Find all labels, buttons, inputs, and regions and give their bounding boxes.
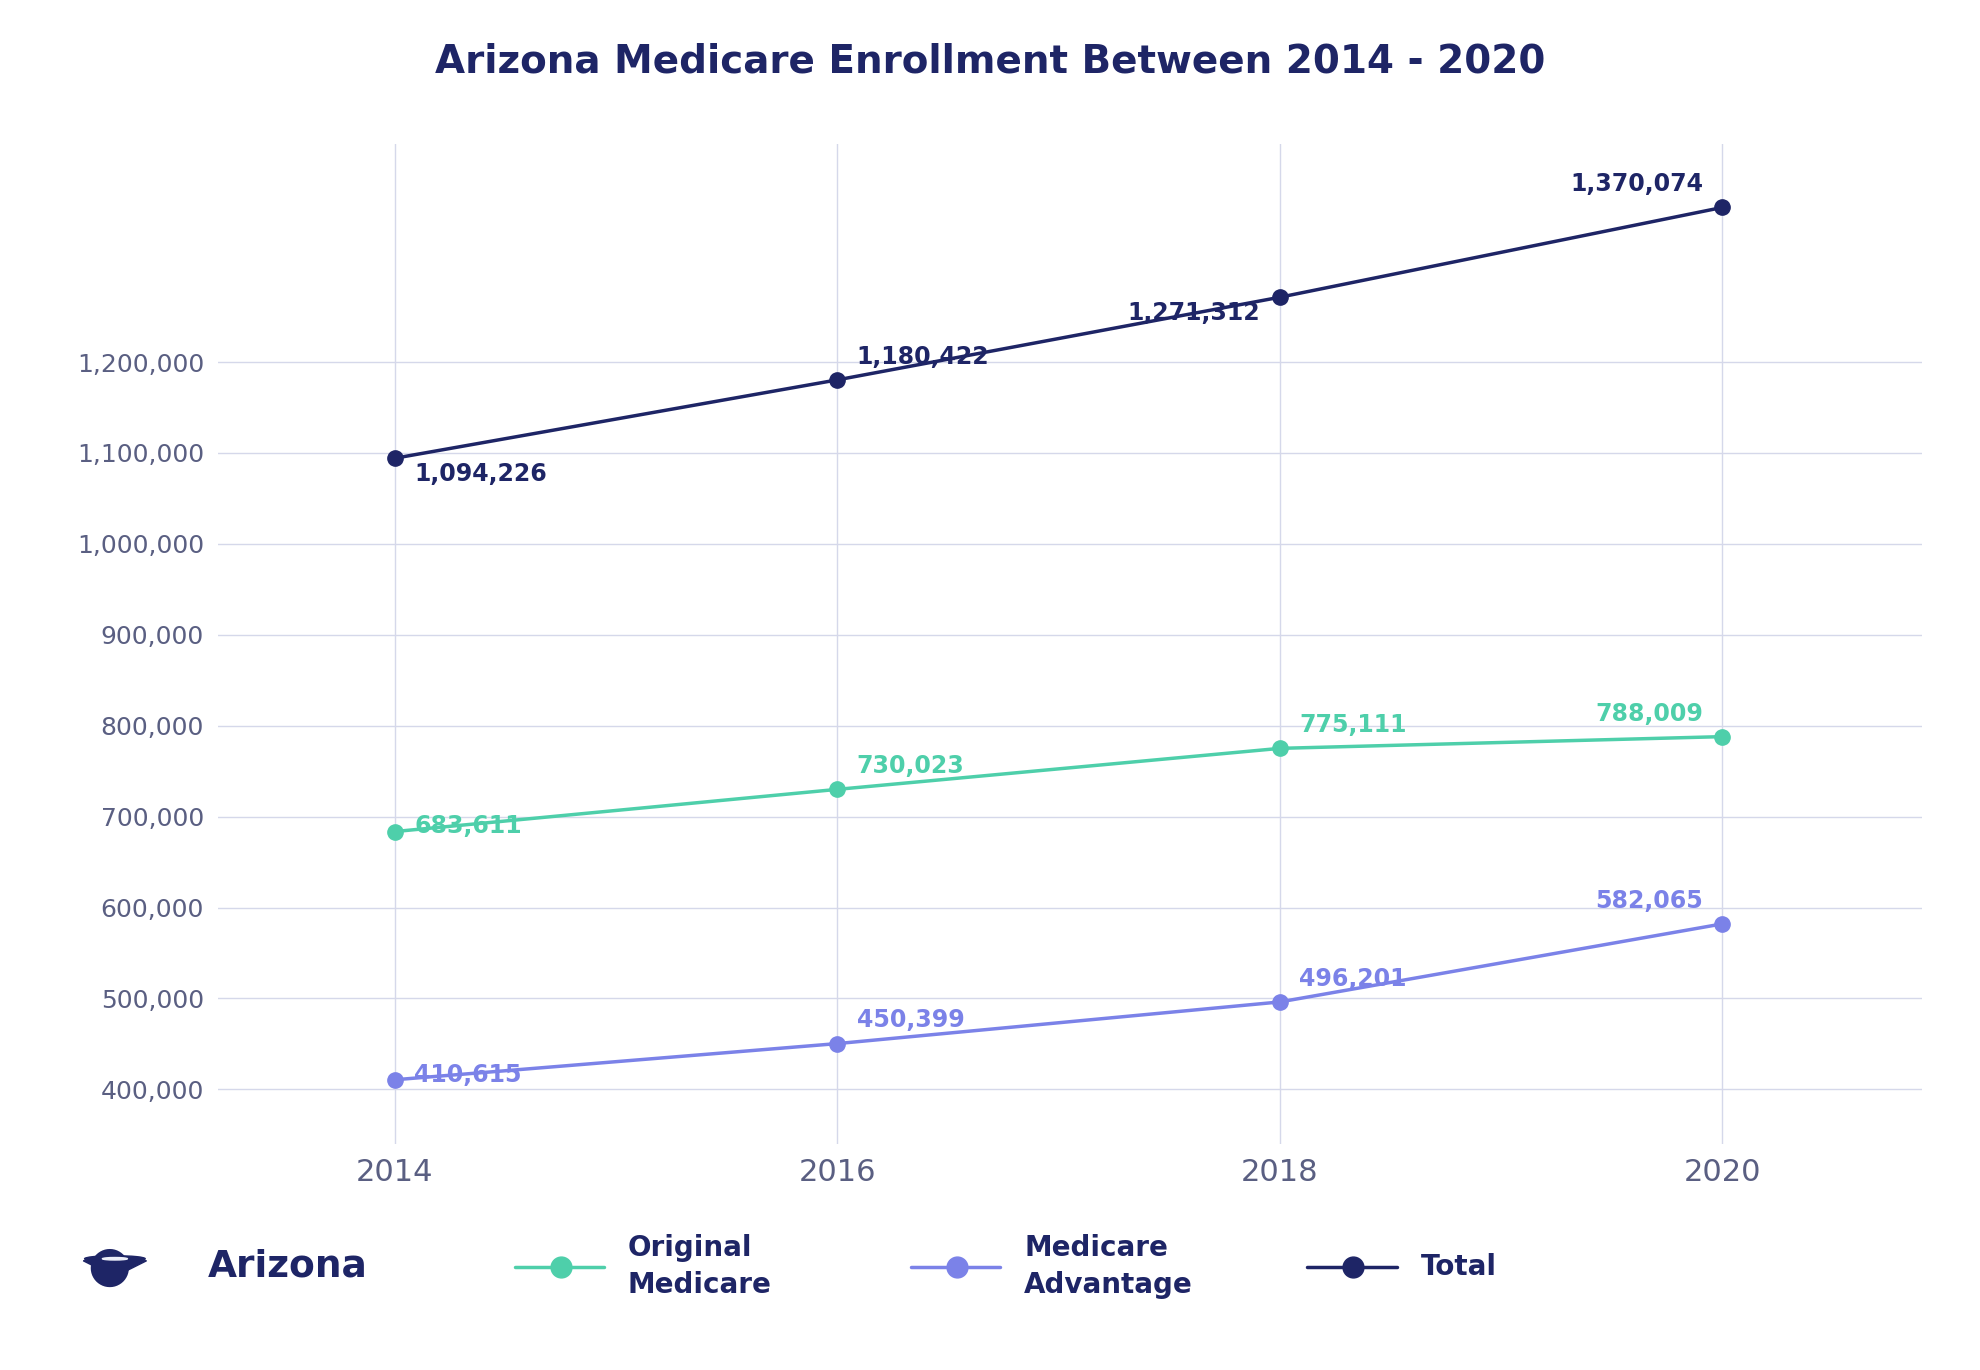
Text: Arizona: Arizona — [208, 1248, 368, 1285]
Text: 1,180,422: 1,180,422 — [857, 345, 988, 369]
Text: 1,271,312: 1,271,312 — [1127, 301, 1259, 325]
Text: 775,111: 775,111 — [1299, 714, 1406, 737]
Text: Total: Total — [1420, 1252, 1495, 1281]
Text: 496,201: 496,201 — [1299, 967, 1406, 991]
Circle shape — [85, 1256, 145, 1262]
Text: Arizona Medicare Enrollment Between 2014 - 2020: Arizona Medicare Enrollment Between 2014… — [436, 42, 1544, 81]
Text: 730,023: 730,023 — [857, 755, 964, 778]
Text: 1,370,074: 1,370,074 — [1570, 173, 1703, 196]
Text: ●: ● — [87, 1243, 131, 1291]
Text: 410,615: 410,615 — [414, 1063, 521, 1086]
Text: Original
Medicare: Original Medicare — [628, 1234, 772, 1299]
Circle shape — [103, 1258, 127, 1260]
Text: 683,611: 683,611 — [414, 815, 521, 838]
Polygon shape — [83, 1260, 147, 1277]
Text: 1,094,226: 1,094,226 — [414, 462, 546, 486]
Text: 788,009: 788,009 — [1594, 701, 1703, 726]
Text: Medicare
Advantage: Medicare Advantage — [1024, 1234, 1192, 1299]
Text: 450,399: 450,399 — [857, 1008, 964, 1033]
Text: 582,065: 582,065 — [1594, 889, 1703, 912]
